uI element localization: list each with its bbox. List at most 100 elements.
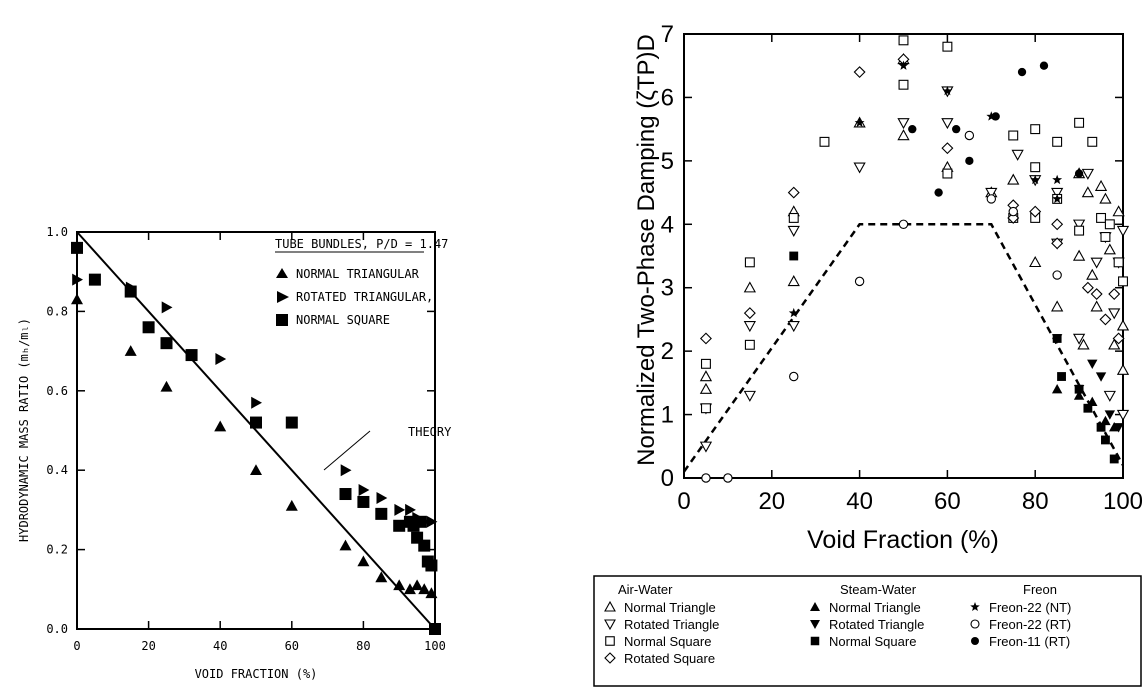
left-point-normal-triangular xyxy=(214,420,227,432)
right-point-freon-22-rt xyxy=(964,130,975,141)
right-y-tick-label: 6 xyxy=(661,84,674,111)
right-point-air-water-normal-triangle xyxy=(1108,338,1121,350)
right-point-steam-water-rotated-triangle xyxy=(1104,410,1116,420)
legend-marker-steam-water-rotated-triangle xyxy=(810,620,820,629)
legend-marker-air-water-normal-square xyxy=(605,636,615,646)
right-x-axis-label: Void Fraction (%) xyxy=(807,526,999,554)
right-point-steam-water-normal-triangle xyxy=(1087,396,1098,407)
legend-marker-air-water-rotated-triangle xyxy=(604,619,616,631)
left-x-tick-label: 20 xyxy=(141,639,155,653)
left-point-normal-square xyxy=(357,495,370,508)
left-point-normal-square xyxy=(414,515,427,528)
left-point-normal-square xyxy=(285,416,298,429)
right-point-freon-22-nt xyxy=(942,85,953,96)
left-point-normal-square xyxy=(418,539,431,552)
right-point-steam-water-normal-square xyxy=(1052,334,1062,343)
left-point-normal-square xyxy=(425,559,438,572)
left-point-normal-square xyxy=(393,519,406,532)
left-point-normal-triangular xyxy=(375,571,388,583)
right-point-air-water-normal-square xyxy=(744,339,755,350)
right-y-axis-label: Normalized Two-Phase Damping (ζTP)D xyxy=(633,34,660,466)
left-point-normal-triangular xyxy=(124,345,137,356)
right-point-freon-22-nt xyxy=(854,117,865,128)
right-point-air-water-normal-triangle xyxy=(699,370,713,382)
right-point-freon-22-nt xyxy=(1052,193,1063,204)
right-point-freon-22-rt xyxy=(1008,206,1018,217)
right-point-air-water-rotated-triangle xyxy=(699,441,713,453)
left-point-normal-triangular xyxy=(411,579,424,591)
left-point-normal-triangular xyxy=(418,583,431,595)
legend-marker-steam-water-normal-triangle xyxy=(810,602,820,611)
right-point-air-water-normal-square xyxy=(1008,130,1019,141)
legend-marker-freon-freon-11-rt xyxy=(971,637,979,645)
left-point-rotated-triangular xyxy=(358,484,370,497)
right-point-air-water-rotated-square xyxy=(743,307,756,320)
left-point-normal-square xyxy=(429,623,441,635)
right-point-air-water-normal-triangle xyxy=(1051,300,1064,312)
theory-annotation: THEORY xyxy=(408,425,452,439)
right-point-air-water-rotated-square xyxy=(787,186,800,199)
right-point-air-water-normal-triangle xyxy=(1103,243,1116,255)
right-point-steam-water-normal-square xyxy=(1057,372,1066,381)
right-point-air-water-normal-triangle xyxy=(1081,186,1095,198)
right-point-air-water-rotated-square xyxy=(1081,281,1094,294)
right-point-air-water-normal-square xyxy=(942,168,953,179)
right-point-steam-water-normal-triangle xyxy=(1100,415,1111,426)
right-point-air-water-normal-triangle xyxy=(1029,256,1042,268)
right-point-freon-11-rt xyxy=(908,124,917,134)
left-point-rotated-triangular xyxy=(72,273,83,286)
right-point-air-water-rotated-triangle xyxy=(787,321,800,333)
right-point-air-water-normal-square xyxy=(819,136,830,147)
right-point-air-water-rotated-square xyxy=(1108,288,1121,301)
right-point-air-water-rotated-triangle xyxy=(1108,308,1121,320)
legend-label-steam-water-rotated-triangle: Rotated Triangle xyxy=(829,617,924,632)
right-point-steam-water-normal-square xyxy=(1109,454,1119,464)
left-point-normal-triangular xyxy=(160,380,173,392)
right-point-air-water-normal-triangle xyxy=(1090,300,1103,312)
right-point-air-water-rotated-square xyxy=(1090,288,1103,301)
left-y-axis-label: HYDRODYNAMIC MASS RATIO (mₕ/mₗ) xyxy=(17,318,31,542)
left-point-normal-square xyxy=(160,337,173,350)
right-point-freon-22-nt xyxy=(788,307,799,318)
left-point-rotated-triangular xyxy=(215,353,227,366)
left-point-normal-triangular xyxy=(425,587,438,599)
right-point-steam-water-normal-square xyxy=(1074,384,1084,394)
right-y-tick-label: 4 xyxy=(661,211,674,238)
right-x-tick-label: 80 xyxy=(1022,488,1049,515)
left-point-rotated-triangular xyxy=(161,301,173,314)
right-point-freon-11-rt xyxy=(965,156,974,166)
left-point-normal-triangular xyxy=(339,539,352,551)
legend-label-normal-square: NORMAL SQUARE xyxy=(296,313,390,327)
right-point-air-water-rotated-square xyxy=(699,332,712,345)
right-chart: 0 20 40 60 80 100 0 1 2 3 4 5 6 7 Normalized Two-Phas… xyxy=(593,21,1143,687)
left-point-normal-square xyxy=(142,321,155,334)
right-point-freon-11-rt xyxy=(934,188,943,197)
legend-label-steam-water-normal-triangle: Normal Triangle xyxy=(829,600,921,615)
legend-label-normal-triangular: NORMAL TRIANGULAR xyxy=(296,267,420,281)
right-point-air-water-normal-triangle xyxy=(1077,338,1090,350)
right-point-air-water-rotated-triangle xyxy=(743,321,756,333)
right-point-air-water-rotated-triangle xyxy=(1081,168,1095,180)
right-point-air-water-normal-triangle xyxy=(1116,363,1130,375)
left-x-tick-label: 40 xyxy=(213,639,227,653)
left-y-tick-label: 0.4 xyxy=(46,463,68,477)
right-point-air-water-rotated-square xyxy=(1099,313,1112,326)
left-x-tick-label: 60 xyxy=(285,639,299,653)
right-point-steam-water-rotated-triangle xyxy=(1113,423,1124,433)
left-point-normal-square xyxy=(339,488,352,501)
left-legend: TUBE BUNDLES, P/D = 1.47 NORMAL TRIANGUL… xyxy=(275,237,448,327)
legend-marker-normal-square xyxy=(276,314,288,326)
right-plot-frame xyxy=(683,33,1124,479)
right-point-air-water-normal-square xyxy=(700,403,711,414)
left-point-normal-triangular xyxy=(393,579,406,591)
legend-label-air-water-normal-triangle: Normal Triangle xyxy=(624,600,716,615)
right-point-freon-11-rt xyxy=(952,124,961,134)
legend-label-freon-freon-22-nt: Freon-22 (NT) xyxy=(989,600,1071,615)
left-point-normal-square xyxy=(250,416,262,429)
left-plot-frame xyxy=(76,231,436,630)
theory-line xyxy=(76,231,436,630)
right-point-air-water-rotated-square xyxy=(1051,218,1064,231)
right-point-air-water-normal-triangle xyxy=(787,275,800,287)
left-x-axis-label: VOID FRACTION (%) xyxy=(195,667,318,681)
